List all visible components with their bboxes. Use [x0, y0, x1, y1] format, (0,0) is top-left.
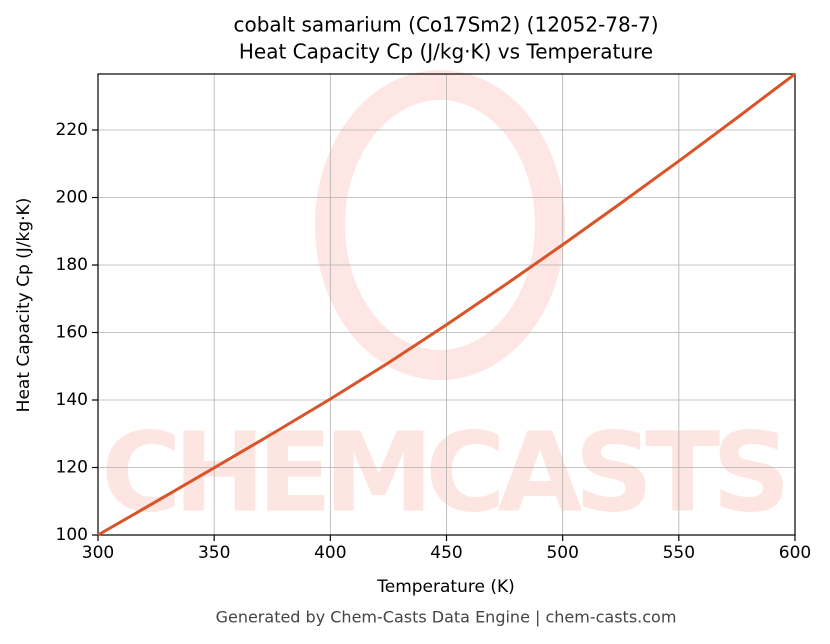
chart-subtitle: Heat Capacity Cp (J/kg·K) vs Temperature	[239, 40, 653, 64]
x-axis-label: Temperature (K)	[376, 577, 515, 597]
y-tick-label: 160	[56, 323, 88, 343]
x-tick-label: 400	[314, 543, 346, 563]
y-tick-label: 120	[56, 458, 88, 478]
x-tick-label: 350	[198, 543, 230, 563]
x-tick-label: 600	[779, 543, 811, 563]
chart-title: cobalt samarium (Co17Sm2) (12052-78-7)	[234, 13, 659, 37]
watermark: CHEMCASTS	[101, 70, 791, 536]
footer: Generated by Chem-Casts Data Engine | ch…	[216, 608, 677, 627]
x-tick-label: 550	[663, 543, 695, 563]
y-tick-label: 200	[56, 188, 88, 208]
x-tick-label: 450	[430, 543, 462, 563]
line-series	[97, 72, 796, 537]
x-tick-label: 300	[82, 543, 114, 563]
x-tick-label: 500	[546, 543, 578, 563]
y-axis-label: Heat Capacity Cp (J/kg·K)	[14, 198, 34, 413]
plot-frame	[97, 73, 796, 536]
svg-text:CHEMCASTS: CHEMCASTS	[101, 408, 791, 536]
y-tick-label: 100	[56, 525, 88, 545]
y-tick-label: 220	[56, 120, 88, 140]
y-tick-label: 180	[56, 255, 88, 275]
y-tick-label: 140	[56, 390, 88, 410]
